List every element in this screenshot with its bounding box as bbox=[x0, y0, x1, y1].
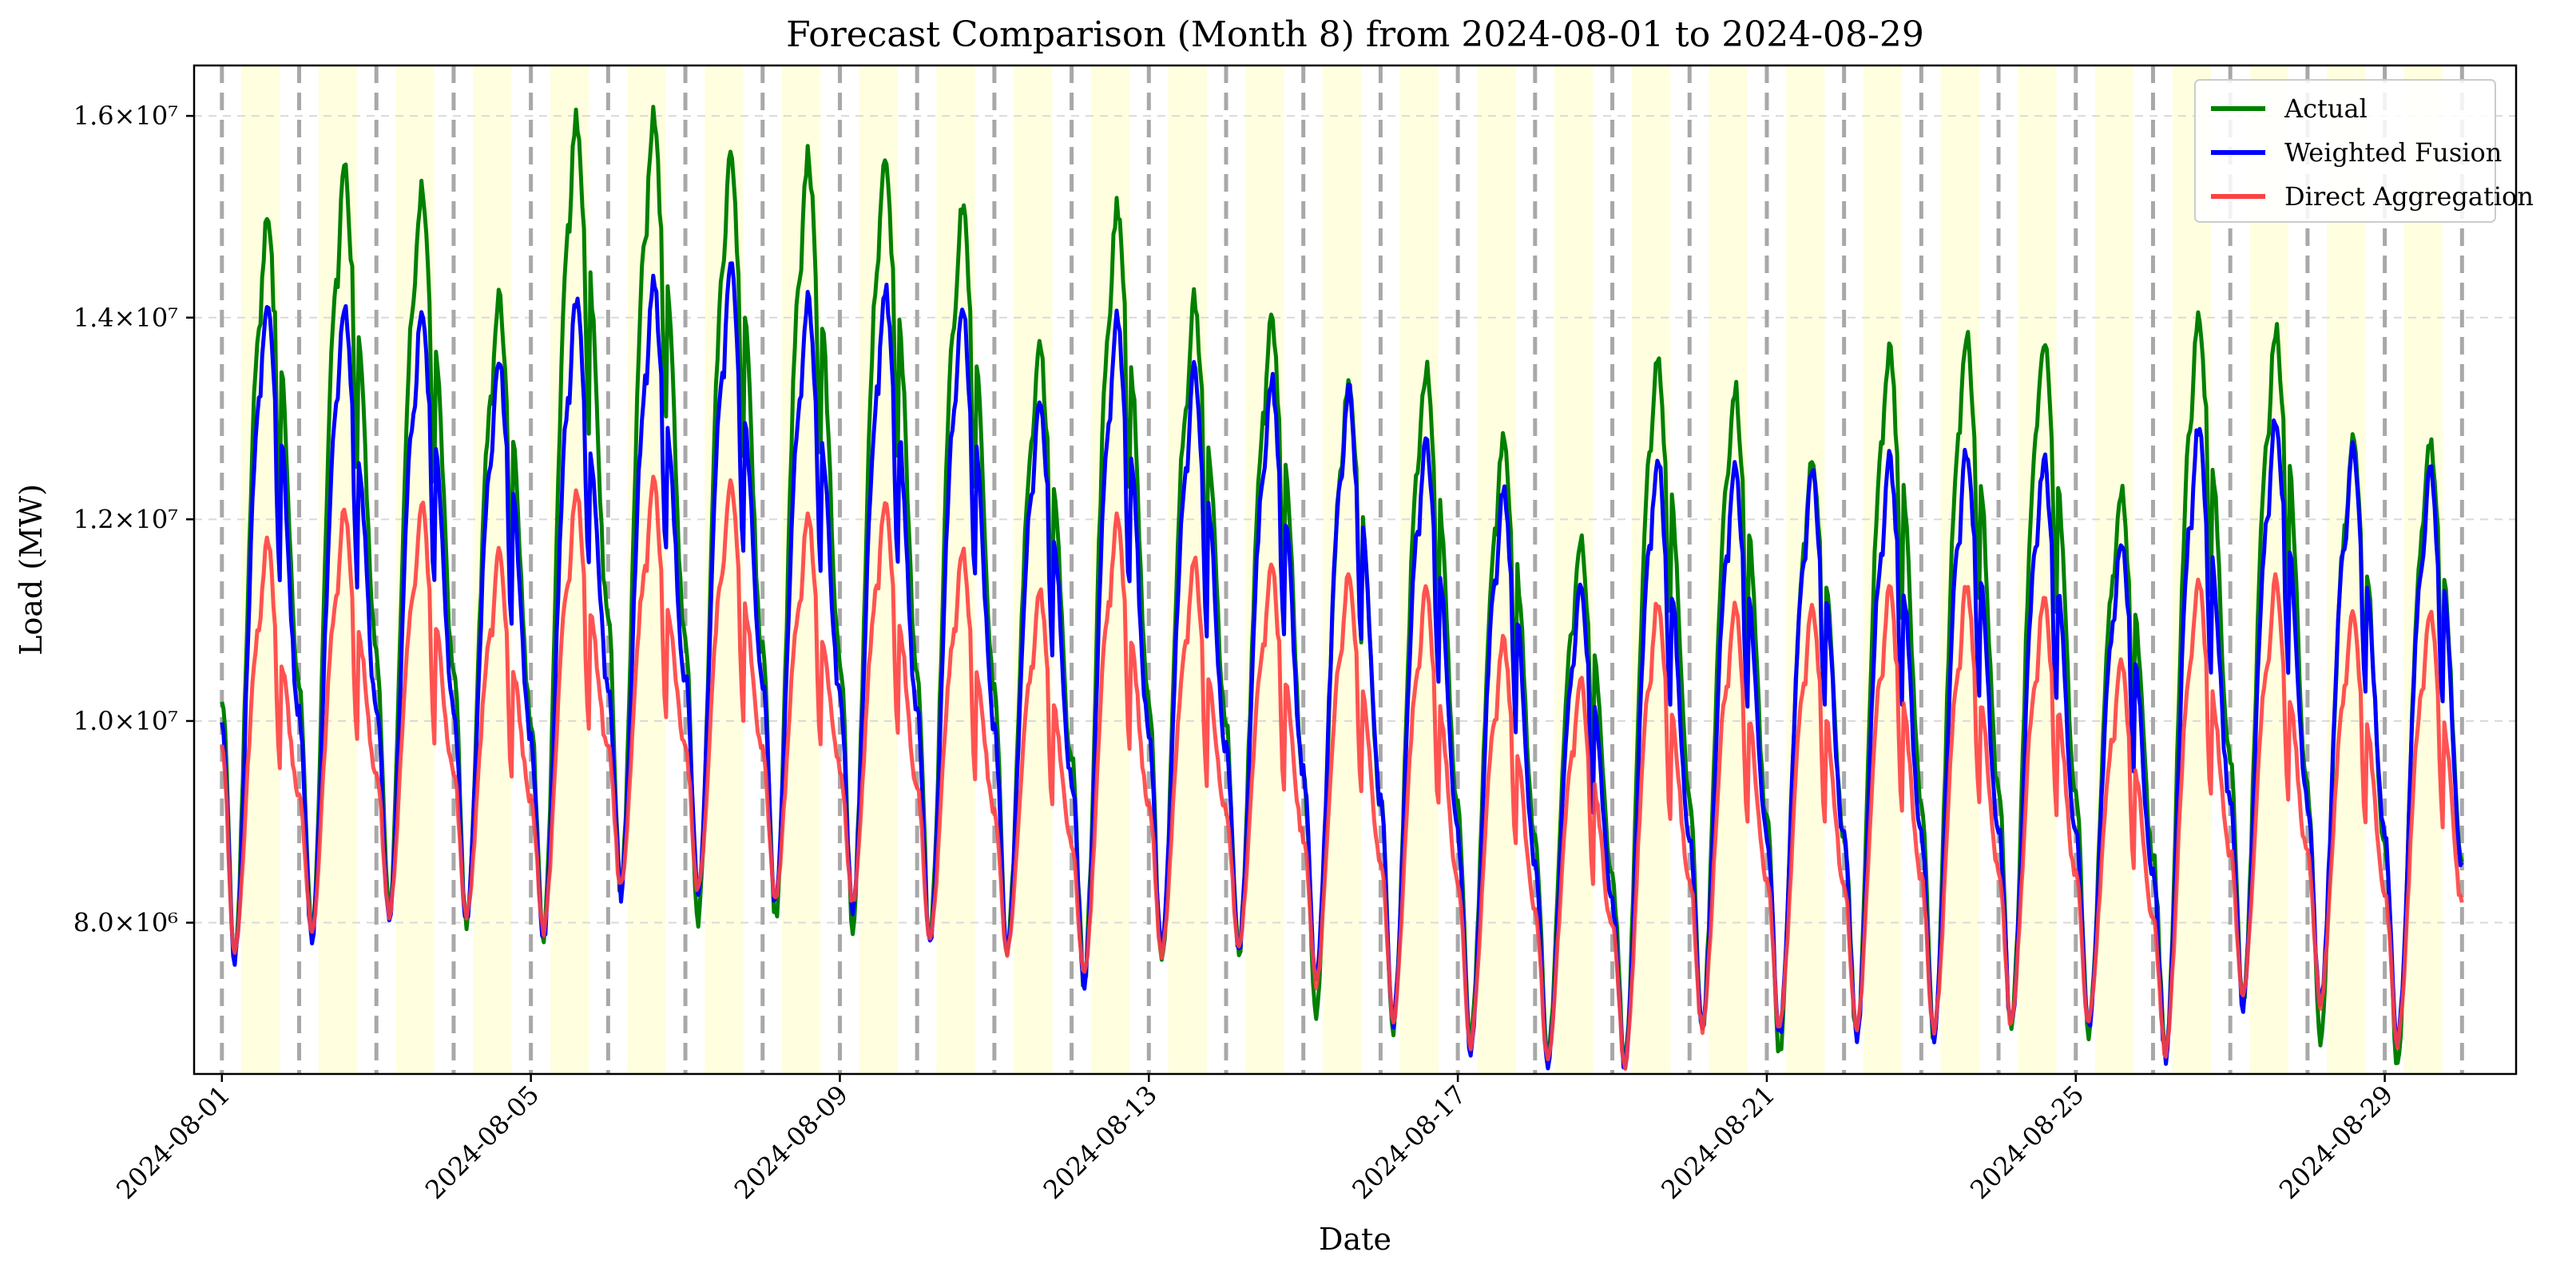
daytime-band bbox=[1863, 65, 1903, 1074]
legend-box bbox=[2194, 79, 2496, 223]
daytime-band bbox=[1168, 65, 1207, 1074]
x-tick-label: 2024-08-29 bbox=[2273, 1080, 2399, 1205]
x-axis-label: Date bbox=[1319, 1222, 1391, 1257]
series-line-direct-aggregation bbox=[220, 474, 2464, 1071]
daytime-band bbox=[1399, 65, 1439, 1074]
y-axis-ticks: 8.0×10⁶ 1.0×10⁷ 1.2×10⁷ 1.4×10⁷ 1.6×10⁷ bbox=[73, 101, 194, 938]
daytime-band bbox=[1014, 65, 1053, 1074]
x-axis-ticks: 2024-08-01 2024-08-05 2024-08-09 2024-08-13… bbox=[110, 1074, 2399, 1205]
y-tick-label: 1.6×10⁷ bbox=[73, 101, 178, 131]
series-lines bbox=[220, 105, 2464, 1071]
legend: Actual Weighted Fusion Direct Aggregation bbox=[2194, 79, 2534, 223]
legend-label: Actual bbox=[2284, 93, 2368, 124]
daytime-band bbox=[1245, 65, 1284, 1074]
x-tick-label: 2024-08-25 bbox=[1964, 1080, 2090, 1205]
daytime-band bbox=[1940, 65, 1979, 1074]
x-tick-label: 2024-08-09 bbox=[728, 1080, 854, 1205]
plot-frame bbox=[193, 64, 2518, 1076]
y-tick-label: 1.4×10⁷ bbox=[73, 303, 178, 333]
y-tick-label: 8.0×10⁶ bbox=[73, 908, 178, 938]
x-tick-label: 2024-08-17 bbox=[1346, 1080, 1471, 1205]
daytime-band bbox=[1322, 65, 1362, 1074]
legend-label: Weighted Fusion bbox=[2284, 137, 2502, 168]
y-tick-label: 1.2×10⁷ bbox=[73, 504, 178, 534]
legend-label: Direct Aggregation bbox=[2284, 181, 2534, 212]
x-tick-label: 2024-08-05 bbox=[419, 1080, 545, 1205]
x-tick-label: 2024-08-13 bbox=[1038, 1080, 1163, 1205]
day-separator-lines bbox=[220, 65, 2464, 1074]
daytime-band bbox=[2172, 65, 2212, 1074]
daytime-band bbox=[2327, 65, 2366, 1074]
daytime-band bbox=[473, 65, 512, 1074]
chart-title: Forecast Comparison (Month 8) from 2024-… bbox=[786, 14, 1924, 55]
x-tick-label: 2024-08-21 bbox=[1655, 1080, 1780, 1205]
y-axis-label: Load (MW) bbox=[14, 484, 49, 656]
daytime-band bbox=[2249, 65, 2288, 1074]
daytime-band bbox=[2018, 65, 2057, 1074]
y-tick-label: 1.0×10⁷ bbox=[73, 706, 178, 736]
x-tick-label: 2024-08-01 bbox=[110, 1080, 236, 1205]
